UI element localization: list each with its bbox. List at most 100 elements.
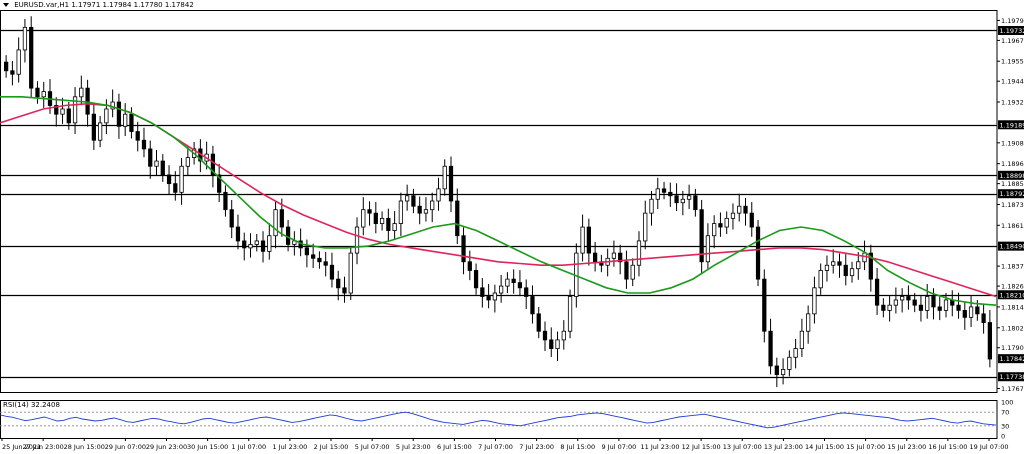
candle — [166, 165, 172, 195]
candle-body — [405, 195, 410, 202]
candle — [661, 181, 667, 200]
candle — [699, 199, 704, 273]
candle-body — [975, 306, 980, 315]
candle — [304, 239, 310, 268]
price-label-box — [998, 120, 1024, 130]
candle-body — [530, 296, 535, 315]
candle — [35, 81, 40, 104]
ma-fast-line — [0, 96, 997, 306]
candle — [411, 188, 416, 214]
candle — [555, 331, 560, 362]
candle — [517, 270, 523, 297]
candle-body — [329, 264, 335, 280]
price-label-text: 1.19189 — [1000, 121, 1024, 129]
candle-body — [874, 278, 880, 306]
candle-body — [680, 198, 685, 204]
price-tick-label: 1.19085 — [1001, 139, 1024, 147]
candle-body — [97, 122, 103, 141]
candle — [254, 233, 259, 252]
candle — [950, 290, 955, 317]
candle — [586, 218, 591, 266]
candle — [442, 159, 447, 196]
candle-body — [398, 200, 404, 224]
candle-body — [499, 285, 504, 294]
candle-body — [699, 209, 704, 263]
candle — [154, 149, 159, 176]
candle — [91, 103, 96, 150]
candle — [323, 252, 328, 277]
candle-body — [567, 296, 573, 332]
candle — [680, 190, 685, 216]
candle-body — [473, 270, 479, 289]
candle-body — [931, 296, 936, 308]
price-label-box — [998, 25, 1024, 35]
candle — [248, 233, 253, 258]
candle-body — [906, 296, 911, 301]
candle-body — [780, 369, 786, 376]
rsi-tick-label: 0 — [1001, 433, 1005, 441]
candle-body — [54, 105, 59, 115]
candle-body — [987, 322, 992, 360]
time-tick-label: 13 Jul 07:00 — [723, 443, 762, 451]
candle — [968, 295, 974, 328]
candle-body — [511, 278, 516, 284]
candle — [712, 215, 717, 249]
candle-body — [774, 365, 779, 376]
candle-body — [862, 252, 867, 263]
candle-body — [630, 264, 635, 280]
candle-body — [129, 113, 134, 132]
candle-body — [66, 108, 71, 124]
price-label-boxed: 1.18490 — [998, 241, 1024, 251]
candle — [373, 202, 378, 234]
candle — [492, 284, 497, 313]
candle-body — [968, 306, 974, 318]
candle — [806, 305, 811, 344]
candle-body — [317, 257, 322, 263]
candle-body — [467, 261, 472, 271]
candle — [354, 217, 360, 265]
candle-body — [79, 87, 84, 98]
candle-body — [116, 101, 122, 127]
price-tick-label: 1.18850 — [1001, 180, 1024, 188]
candle-body — [273, 209, 278, 237]
price-label-box — [998, 241, 1024, 251]
candle — [774, 357, 779, 388]
rsi-label: RSI(14) 32.2408 — [3, 401, 60, 409]
candle-body — [918, 304, 924, 311]
rsi-tick-label: 30 — [1001, 422, 1009, 430]
price-tick-label: 1.18730 — [1001, 201, 1024, 209]
candle — [693, 188, 698, 217]
candle — [97, 115, 103, 148]
candle — [336, 270, 341, 301]
candle — [160, 154, 165, 182]
candle — [505, 272, 510, 294]
time-tick-label: 6 Jul 15:00 — [437, 443, 472, 451]
candle-body — [592, 252, 598, 263]
candle-body — [148, 148, 153, 167]
time-tick-label: 14 Jul 15:00 — [805, 443, 844, 451]
candle-body — [254, 240, 259, 245]
candle-body — [937, 306, 942, 311]
candle — [874, 268, 880, 315]
candle — [398, 192, 404, 237]
candle — [423, 197, 429, 222]
candle-body — [743, 205, 748, 214]
time-tick-label: 7 Jul 07:00 — [478, 443, 513, 451]
candle-body — [279, 209, 284, 228]
candle — [292, 231, 297, 256]
candle-body — [135, 131, 140, 141]
candle — [549, 327, 554, 357]
rsi-tick-label: 100 — [1001, 399, 1013, 407]
candle-body — [480, 287, 485, 297]
candle-body — [962, 309, 967, 318]
candle — [386, 208, 391, 242]
candle-body — [549, 339, 554, 349]
chevron-down-icon[interactable] — [3, 3, 9, 7]
candle-body — [22, 26, 28, 51]
candle — [906, 285, 911, 310]
candle-body — [693, 195, 698, 211]
candle-body — [724, 217, 729, 228]
price-label-boxed: 1.18792 — [998, 189, 1024, 199]
time-tick-label: 15 Jul 07:00 — [846, 443, 885, 451]
